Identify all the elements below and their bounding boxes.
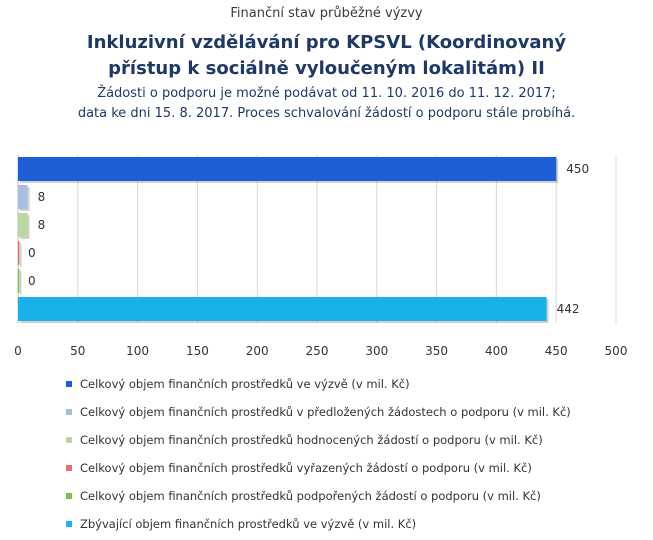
chart-legend: Celkový objem finančních prostředků ve v… [66,370,646,538]
bar [18,185,28,209]
bar [18,297,547,321]
legend-item: Celkový objem finančních prostředků ve v… [66,370,646,398]
legend-item: Zbývající objem finančních prostředků ve… [66,510,646,538]
chart-title-line-2: přístup k sociálně vyloučeným lokalitám)… [108,58,545,79]
bar-value-label: 8 [38,218,46,232]
bar-group: 0 [18,241,36,267]
legend-item: Celkový objem finančních prostředků podp… [66,482,646,510]
bar-value-label: 442 [557,302,580,316]
bar-group: 8 [18,213,45,239]
bar-group: 0 [18,269,36,295]
legend-label: Celkový objem finančních prostředků podp… [80,489,541,503]
legend-swatch [66,381,72,387]
x-tick-label: 350 [425,344,448,358]
legend-swatch [66,437,72,443]
legend-swatch [66,493,72,499]
legend-swatch [66,521,72,527]
legend-label: Celkový objem finančních prostředků ve v… [80,377,410,391]
bar [18,241,20,265]
chart-title-line-1: Inkluzivní vzdělávání pro KPSVL (Koordin… [86,32,567,53]
x-tick-label: 400 [485,344,508,358]
legend-item: Celkový objem finančních prostředků hodn… [66,426,646,454]
legend-label: Celkový objem finančních prostředků v př… [80,405,571,419]
bar-value-label: 8 [38,190,46,204]
bar [18,213,28,237]
x-tick-label: 500 [605,344,628,358]
x-tick-label: 50 [70,344,85,358]
legend-swatch [66,465,72,471]
bar-value-label: 0 [28,246,36,260]
legend-label: Zbývající objem finančních prostředků ve… [80,517,417,531]
legend-label: Celkový objem finančních prostředků hodn… [80,433,543,447]
x-tick-label: 450 [545,344,568,358]
bar [18,269,20,293]
x-tick-label: 250 [306,344,329,358]
bar-value-label: 0 [28,274,36,288]
bar-group: 450 [18,157,589,183]
chart-subtitle-line-1: Žádosti o podporu je možné podávat od 11… [97,86,556,101]
bar-shadow [20,271,22,295]
legend-item: Celkový objem finančních prostředků vyřa… [66,454,646,482]
chart-title: Inkluzivní vzdělávání pro KPSVL (Koordin… [0,30,653,82]
bar-shadow [20,243,22,267]
x-tick-label: 0 [14,344,22,358]
x-tick-label: 200 [246,344,269,358]
x-tick-label: 100 [126,344,149,358]
x-tick-label: 150 [186,344,209,358]
bar [18,157,557,181]
x-tick-label: 300 [365,344,388,358]
chart-subtitle: Žádosti o podporu je možné podávat od 11… [0,84,653,124]
legend-item: Celkový objem finančních prostředků v př… [66,398,646,426]
bar-group: 442 [18,297,580,323]
bar-value-label: 450 [566,162,589,176]
chart-subtitle-line-2: data ke dni 15. 8. 2017. Proces schvalov… [77,106,576,121]
legend-label: Celkový objem finančních prostředků vyřa… [80,461,532,475]
chart-supertitle: Finanční stav průběžné výzvy [230,6,423,21]
legend-swatch [66,409,72,415]
bar-group: 8 [18,185,45,211]
